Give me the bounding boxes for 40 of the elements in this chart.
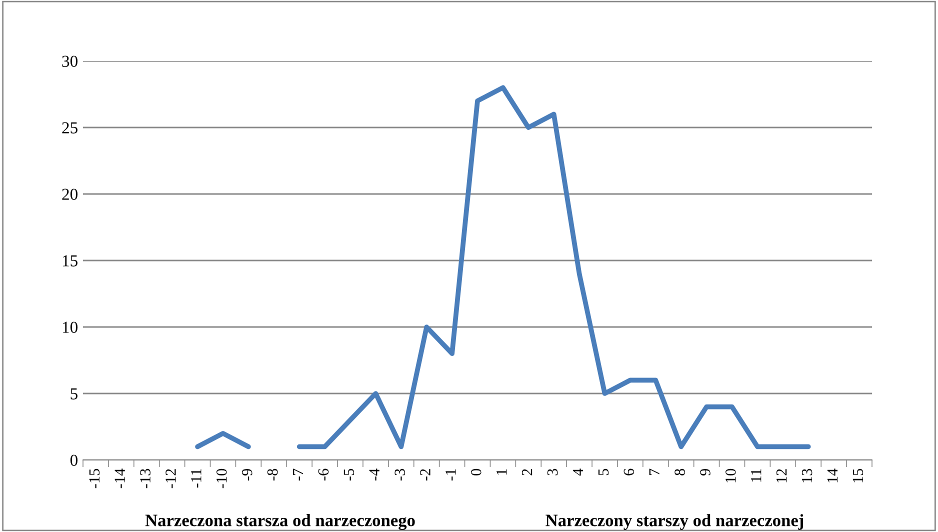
y-tick-label: 25 xyxy=(62,122,78,134)
x-tick-label: -7 xyxy=(293,468,304,480)
x-tick-label: -1 xyxy=(446,469,456,480)
x-tick-label: -12 xyxy=(166,469,176,488)
y-tick-label: 20 xyxy=(62,188,78,200)
y-tick-label: 0 xyxy=(70,454,78,466)
text: Narzeczony starszy od narzeczonej xyxy=(546,514,804,530)
x-tick-label: -10 xyxy=(216,468,227,488)
x-tick-label: 15 xyxy=(852,468,864,482)
x-tick-label: 2 xyxy=(522,469,532,476)
x-tick-label: -14 xyxy=(114,468,125,488)
y-tick-label: 15 xyxy=(62,255,78,266)
text: Narzeczona starsza od narzeczonego xyxy=(145,514,415,530)
x-tick-label: -6 xyxy=(318,468,329,480)
x-tick-label: 10 xyxy=(726,468,736,482)
x-tick-label: 1 xyxy=(496,469,507,475)
x-tick-label: 12 xyxy=(776,469,787,482)
x-tick-label: 3 xyxy=(547,468,558,476)
x-tick-label: 0 xyxy=(471,468,482,476)
x-tick-label: 5 xyxy=(598,468,609,476)
y-tick-label: 10 xyxy=(62,322,78,333)
y-tick-label: 5 xyxy=(70,388,78,400)
x-tick-label: 9 xyxy=(700,468,710,476)
x-tick-label: 14 xyxy=(827,468,838,482)
x-tick-label: -13 xyxy=(140,468,150,488)
x-tick-label: -15 xyxy=(89,468,100,488)
x-tick-label: -8 xyxy=(267,468,278,480)
x-tick-label: -5 xyxy=(344,468,354,480)
y-tick-label: 30 xyxy=(62,56,78,67)
x-tick-label: -11 xyxy=(191,469,202,488)
x-tick-label: -2 xyxy=(420,469,430,480)
x-tick-label: -3 xyxy=(394,468,405,480)
x-tick-label: 4 xyxy=(572,468,583,476)
x-tick-label: -9 xyxy=(242,468,252,480)
x-tick-label: 11 xyxy=(751,469,762,482)
x-tick-label: 13 xyxy=(802,468,812,482)
x-tick-label: 6 xyxy=(624,468,634,476)
x-tick-label: 7 xyxy=(649,468,660,475)
x-tick-label: 8 xyxy=(674,468,685,476)
x-tick-label: -4 xyxy=(369,468,380,480)
